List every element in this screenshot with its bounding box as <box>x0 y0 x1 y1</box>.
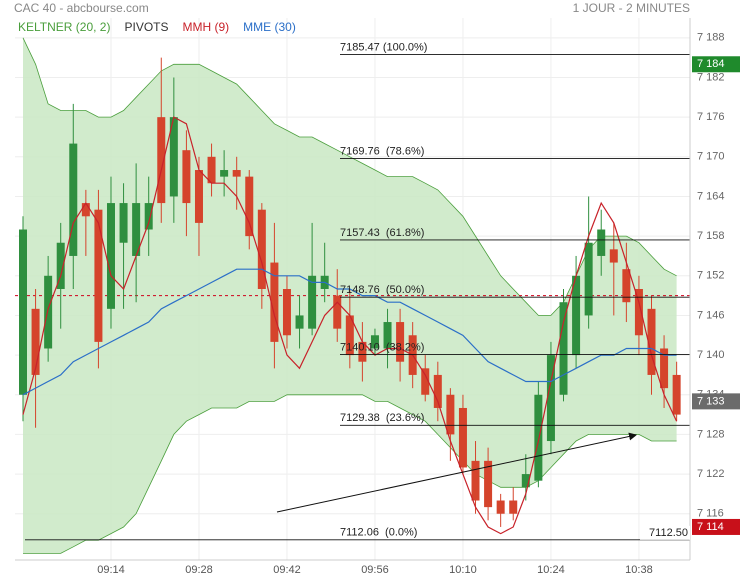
candle-body <box>232 170 241 177</box>
candle-body <box>509 500 518 514</box>
moving-average <box>22 268 677 396</box>
fib-label: 7140.10 (38.2%) <box>340 341 424 353</box>
chart-subtitle: 1 JOUR - 2 MINUTES <box>573 1 690 15</box>
candle-body <box>634 289 643 336</box>
x-tick-label: 09:56 <box>361 564 389 576</box>
candle-body <box>69 143 78 256</box>
candle-body <box>257 209 266 289</box>
fib-label: 7148.76 (50.0%) <box>340 284 424 296</box>
x-tick-label: 10:24 <box>537 564 565 576</box>
trend-arrow <box>276 432 637 513</box>
candle-body <box>207 156 216 184</box>
candle-body <box>144 203 153 230</box>
candle-body <box>295 315 304 329</box>
candle-body <box>157 117 166 204</box>
y-tick-label: 7 116 <box>697 508 724 520</box>
candle-body <box>19 229 27 395</box>
candle-body <box>31 308 40 375</box>
candle-body <box>81 203 90 217</box>
legend-entry: MMH (9) <box>183 20 230 34</box>
candle-body <box>106 203 115 309</box>
y-tick-label: 7 182 <box>697 71 725 83</box>
y-tick-label: 7 122 <box>697 468 725 480</box>
candle-body <box>220 170 229 177</box>
candle-body <box>94 209 103 342</box>
y-tick-label: 7 128 <box>697 428 725 440</box>
y-tick-label: 7 158 <box>697 230 725 242</box>
legend-entry: PIVOTS <box>124 20 168 34</box>
candle-body <box>56 242 65 289</box>
price-tag <box>692 56 740 73</box>
legend-entry: KELTNER (20, 2) <box>18 20 110 34</box>
y-tick-label: 7 164 <box>697 190 725 202</box>
fib-label: 7157.43 (61.8%) <box>340 227 424 239</box>
candle-body <box>433 374 442 408</box>
last-low-box <box>640 525 690 540</box>
y-tick-label: 7 140 <box>697 349 725 361</box>
candle-body <box>421 368 430 395</box>
candle-body <box>245 176 254 237</box>
candle-body <box>660 348 669 389</box>
y-tick-label: 7 188 <box>697 32 725 44</box>
candle-body <box>534 394 543 481</box>
plot <box>15 57 690 535</box>
x-tick-label: 09:42 <box>273 564 301 576</box>
price-tag-label: 7 184 <box>697 58 725 70</box>
candle-body <box>282 289 291 336</box>
candle-body <box>597 229 606 256</box>
candle-body <box>383 322 392 349</box>
candle-body <box>484 460 493 508</box>
x-tick-label: 09:14 <box>97 564 125 576</box>
legend-entry: MME (30) <box>243 20 296 34</box>
candle-body <box>584 242 593 316</box>
price-tag-label: 7 133 <box>697 395 725 407</box>
chart-title: CAC 40 - abcbourse.com <box>14 1 149 15</box>
candle-body <box>270 262 279 342</box>
x-tick-label: 09:28 <box>185 564 213 576</box>
candle-body <box>119 203 128 243</box>
candle-body <box>446 394 455 435</box>
candle-body <box>358 341 367 362</box>
candle-body <box>496 500 505 514</box>
fib-label: 7185.47 (100.0%) <box>340 41 427 53</box>
candle-body <box>132 203 141 256</box>
candle-body <box>370 335 379 349</box>
candle-body <box>546 355 555 442</box>
y-tick-label: 7 176 <box>697 111 725 123</box>
candle-body <box>458 407 467 468</box>
x-tick-label: 10:38 <box>625 564 653 576</box>
price-tag <box>692 393 740 410</box>
y-tick-label: 7 170 <box>697 151 725 163</box>
moving-average <box>22 116 678 535</box>
candle-body <box>308 275 317 329</box>
last-low-label: 7112.50 <box>649 527 688 539</box>
candle-body <box>169 117 178 197</box>
candle-body <box>622 269 631 303</box>
price-tag <box>692 518 740 535</box>
candle-body <box>609 249 618 263</box>
candle-body <box>572 275 581 356</box>
candle-body <box>471 460 480 501</box>
candle-body <box>672 374 681 415</box>
candle-body <box>182 150 191 204</box>
overlay: 7185.47 (100.0%) 7169.76 (78.6%) 7157.43 (… <box>25 41 690 541</box>
fib-label: 7129.38 (23.6%) <box>340 412 424 424</box>
price-tag-label: 7 114 <box>697 521 724 533</box>
y-tick-label: 7 152 <box>697 270 725 282</box>
candle-body <box>44 275 53 349</box>
keltner-upper <box>22 37 677 316</box>
candle-body <box>396 322 405 362</box>
fib-label: 7169.76 (78.6%) <box>340 145 424 157</box>
y-tick-label: 7 146 <box>697 309 725 321</box>
candle-body <box>559 302 568 395</box>
candle-body <box>345 315 354 356</box>
candle-body <box>333 295 342 329</box>
candle-body <box>521 474 530 488</box>
candle-body <box>647 308 656 375</box>
candle-body <box>194 170 203 223</box>
x-tick-label: 10:10 <box>449 564 477 576</box>
fib-label: 7112.06 (0.0%) <box>340 527 417 539</box>
